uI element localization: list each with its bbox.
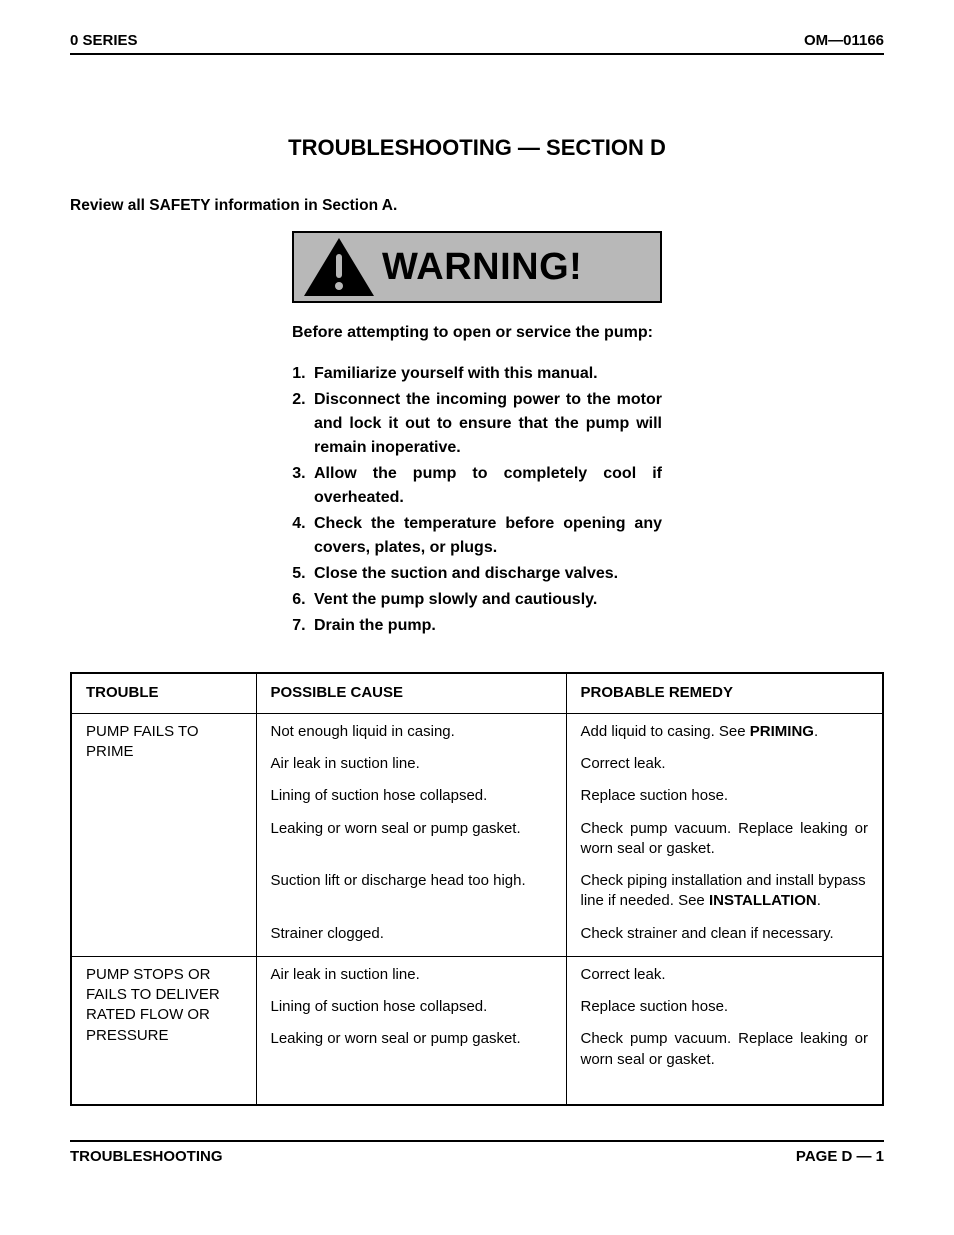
remedy-text: Check pump vacuum. Replace leaking or wo… <box>581 1030 869 1067</box>
header-right: OM—01166 <box>804 32 884 49</box>
table-row: PUMP FAILS TO PRIMENot enough liquid in … <box>71 713 883 748</box>
warning-list: Familiarize yourself with this manual.Di… <box>292 362 662 638</box>
remedy-cell: Replace suction hose. <box>566 991 883 1023</box>
cause-cell: Air leak in suction line. <box>256 748 566 780</box>
warning-intro: Before attempting to open or service the… <box>292 321 662 346</box>
cause-cell: Lining of suction hose collapsed. <box>256 991 566 1023</box>
cause-cell: Air leak in suction line. <box>256 956 566 991</box>
section-title: TROUBLESHOOTING — SECTION D <box>70 135 884 161</box>
remedy-text-post: . <box>814 723 818 740</box>
footer-left: TROUBLESHOOTING <box>70 1148 223 1165</box>
remedy-bold-text: PRIM­ING <box>750 723 814 740</box>
footer-bar: TROUBLESHOOTING PAGE D — 1 <box>70 1140 884 1165</box>
page: 0 SERIES OM—01166 TROUBLESHOOTING — SECT… <box>0 0 954 1185</box>
warning-triangle-icon <box>302 236 376 298</box>
remedy-bold-text: INSTALLATION <box>709 892 817 909</box>
col-header-trouble: TROUBLE <box>71 673 256 714</box>
table-header-row: TROUBLE POSSIBLE CAUSE PROBABLE REMEDY <box>71 673 883 714</box>
header-bar: 0 SERIES OM—01166 <box>70 32 884 55</box>
troubleshooting-table: TROUBLE POSSIBLE CAUSE PROBABLE REMEDY P… <box>70 672 884 1106</box>
remedy-cell: Check pump vacuum. Replace leaking or wo… <box>566 1023 883 1105</box>
remedy-cell: Correct leak. <box>566 956 883 991</box>
remedy-text: Check strainer and clean if neces­sary. <box>581 925 834 942</box>
cause-cell: Leaking or worn seal or pump gasket. <box>256 813 566 866</box>
remedy-cell: Replace suction hose. <box>566 780 883 812</box>
remedy-text: Correct leak. <box>581 966 666 983</box>
col-header-cause: POSSIBLE CAUSE <box>256 673 566 714</box>
header-left: 0 SERIES <box>70 32 138 49</box>
warning-list-item: Close the suction and discharge valves. <box>310 562 662 586</box>
remedy-cell: Check piping installation and in­stall b… <box>566 865 883 918</box>
cause-cell: Suction lift or discharge head too high. <box>256 865 566 918</box>
remedy-cell: Check strainer and clean if neces­sary. <box>566 918 883 957</box>
cause-cell: Lining of suction hose collapsed. <box>256 780 566 812</box>
remedy-text: Replace suction hose. <box>581 787 729 804</box>
remedy-cell: Add liquid to casing. See PRIM­ING. <box>566 713 883 748</box>
trouble-cell: PUMP FAILS TO PRIME <box>71 713 256 956</box>
warning-label: WARNING! <box>382 246 582 289</box>
safety-instruction: Review all SAFETY information in Section… <box>70 197 884 215</box>
warning-list-item: Drain the pump. <box>310 614 662 638</box>
remedy-text: Correct leak. <box>581 755 666 772</box>
col-header-remedy: PROBABLE REMEDY <box>566 673 883 714</box>
remedy-text: Check pump vacuum. Replace leaking or wo… <box>581 820 869 857</box>
remedy-text: Replace suction hose. <box>581 998 729 1015</box>
warning-list-item: Check the temperature before open­ing an… <box>310 512 662 560</box>
remedy-text: Add liquid to casing. See <box>581 723 750 740</box>
trouble-cell: PUMP STOPS OR FAILS TO DELIVER RATED FLO… <box>71 956 256 1105</box>
warning-block: WARNING! Before attempting to open or se… <box>292 231 662 638</box>
cause-cell: Strainer clogged. <box>256 918 566 957</box>
warning-list-item: Disconnect the incoming power to the mot… <box>310 388 662 460</box>
footer-right: PAGE D — 1 <box>796 1148 884 1165</box>
warning-box: WARNING! <box>292 231 662 303</box>
remedy-text-post: . <box>817 892 821 909</box>
remedy-cell: Correct leak. <box>566 748 883 780</box>
cause-cell: Leaking or worn seal or pump gasket. <box>256 1023 566 1105</box>
warning-list-item: Allow the pump to completely cool if ove… <box>310 462 662 510</box>
cause-cell: Not enough liquid in casing. <box>256 713 566 748</box>
warning-list-item: Vent the pump slowly and cautiously. <box>310 588 662 612</box>
remedy-cell: Check pump vacuum. Replace leaking or wo… <box>566 813 883 866</box>
warning-list-item: Familiarize yourself with this manual. <box>310 362 662 386</box>
table-row: PUMP STOPS OR FAILS TO DELIVER RATED FLO… <box>71 956 883 991</box>
